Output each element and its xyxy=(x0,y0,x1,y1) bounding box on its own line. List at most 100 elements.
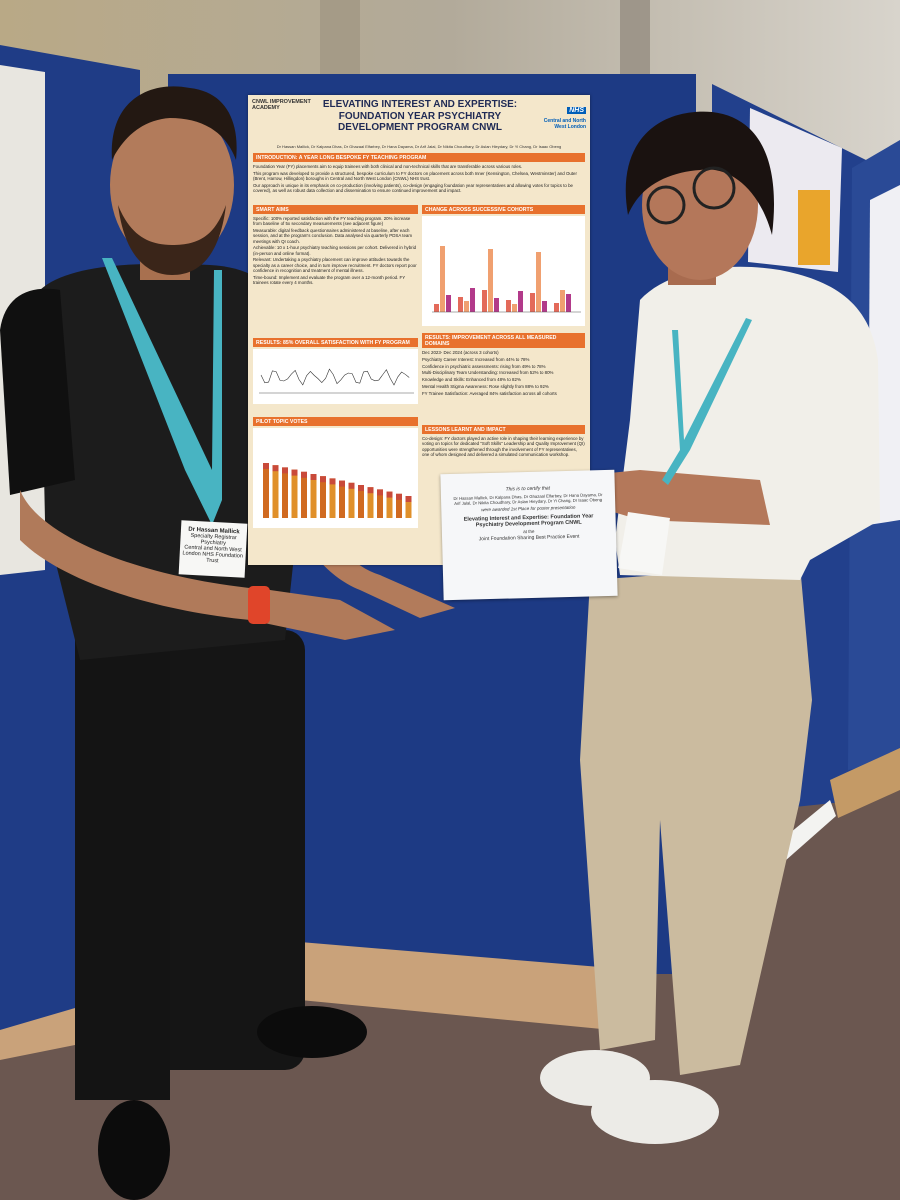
section-text: Co-design: FY doctors played an active r… xyxy=(422,436,585,457)
poster-section: RESULTS: IMPROVEMENT ACROSS ALL MEASURED… xyxy=(422,333,585,421)
chart-decoration xyxy=(329,478,336,518)
badge-woman xyxy=(618,512,670,575)
poster-section: LESSONS LEARNT AND IMPACT Co-design: FY d… xyxy=(422,425,585,533)
poster-section: CHANGE ACROSS SUCCESSIVE COHORTS xyxy=(422,205,585,330)
chart-decoration xyxy=(386,491,393,518)
chart-decoration xyxy=(282,467,288,518)
chart-decoration xyxy=(260,368,410,386)
section-heading: SMART AIMS xyxy=(253,205,418,214)
chart-decoration xyxy=(263,463,269,469)
chart-decoration xyxy=(470,288,475,312)
trouser-leg xyxy=(75,640,170,1100)
chart-decoration xyxy=(272,465,279,472)
chart-decoration xyxy=(405,496,412,518)
mini-chart xyxy=(253,428,418,528)
chart-decoration xyxy=(301,471,307,478)
section-text: Multi-Disciplinary Team Understanding: I… xyxy=(422,370,554,376)
section-text: Confidence in psychiatric assessments: r… xyxy=(422,363,546,369)
cardboard-box xyxy=(830,748,900,818)
section-text: Psychiatry Career Interest: Increased fr… xyxy=(422,356,530,362)
lanyard xyxy=(102,258,222,525)
chart-decoration xyxy=(377,489,383,496)
watch xyxy=(248,586,270,624)
chart-decoration xyxy=(506,300,511,312)
poster-tube xyxy=(0,942,612,1060)
hair xyxy=(111,86,237,160)
chart-decoration xyxy=(377,489,383,518)
chart-decoration xyxy=(440,246,445,312)
chart-decoration xyxy=(367,487,374,494)
section-text: Mental Health Stigma Awareness: Rose sli… xyxy=(422,383,549,389)
section-heading: CHANGE ACROSS SUCCESSIVE COHORTS xyxy=(422,205,585,214)
nhs-org: Central and North West London xyxy=(543,118,586,130)
section-text: Achievable: 10 x 1-hour psychiatry teach… xyxy=(253,245,417,256)
section-text: Time-bound: Implement and evaluate the p… xyxy=(253,274,406,286)
chart-decoration xyxy=(405,496,412,502)
section-heading: INTRODUCTION: A YEAR LONG BESPOKE FY TEA… xyxy=(253,153,585,162)
trousers xyxy=(580,565,812,1075)
poster-logo: CNWL IMPROVEMENT ACADEMY xyxy=(252,99,311,112)
poster-authors: Dr Hassan Mallick, Dr Kalpana Dhas, Dr G… xyxy=(276,144,562,149)
section-text: FY Trainee Satisfaction: Averaged 84% sa… xyxy=(422,390,557,396)
chart-decoration xyxy=(348,482,355,518)
section-heading: LESSONS LEARNT AND IMPACT xyxy=(422,425,585,434)
chart-decoration xyxy=(560,290,565,312)
chart-decoration xyxy=(482,290,487,312)
chart-decoration xyxy=(320,476,326,518)
chart-decoration xyxy=(310,474,317,480)
chart-decoration xyxy=(310,474,317,518)
section-text: Foundation Year (FY) placements aim to e… xyxy=(253,164,523,169)
shoe xyxy=(98,1100,170,1200)
section-heading: PILOT TOPIC VOTES xyxy=(253,417,418,426)
section-heading: RESULTS: IMPROVEMENT ACROSS ALL MEASURED… xyxy=(422,333,585,348)
chart-decoration xyxy=(339,480,345,518)
chart-decoration xyxy=(396,493,402,500)
section-text: Our approach is unique in its emphasis o… xyxy=(253,182,573,194)
shoe xyxy=(591,1080,719,1144)
chart-decoration xyxy=(512,304,517,312)
chart-decoration xyxy=(530,293,535,312)
chart-decoration xyxy=(536,252,541,312)
glasses xyxy=(646,185,686,225)
section-heading: RESULTS: 85% OVERALL SATISFACTION WITH F… xyxy=(253,338,418,347)
section-text: Knowledge and Skills: Enhanced from 48% … xyxy=(422,377,521,383)
section-text: This program was developed to provide a … xyxy=(253,170,577,182)
lanyard xyxy=(662,318,752,485)
sleeve xyxy=(0,288,75,495)
section-text: Specific: 100% reported satisfaction wit… xyxy=(253,216,411,227)
chart-decoration xyxy=(554,303,559,312)
chart-decoration xyxy=(339,480,345,487)
chart-decoration xyxy=(291,469,298,476)
chart-decoration xyxy=(263,463,269,518)
chart-decoration xyxy=(542,301,547,312)
chart-decoration xyxy=(386,491,393,498)
glasses xyxy=(692,166,736,210)
chart-decoration xyxy=(396,493,402,518)
poster-section: INTRODUCTION: A YEAR LONG BESPOKE FY TEA… xyxy=(253,153,585,203)
pillar xyxy=(320,0,360,80)
chart-decoration xyxy=(458,297,463,312)
section-text: Dec 2023- Dec 2024 (across 3 cohorts) xyxy=(422,350,499,355)
badge-org: Central and North West London NHS Founda… xyxy=(182,544,244,565)
poster-title: ELEVATING INTEREST AND EXPERTISE: FOUNDA… xyxy=(322,99,518,133)
chart-decoration xyxy=(518,291,523,312)
section-text: Relevant: Undertaking a psychiatry place… xyxy=(253,257,417,274)
chart-decoration xyxy=(434,304,439,312)
chart-decoration xyxy=(291,469,298,518)
chart-decoration xyxy=(272,465,279,518)
head xyxy=(110,105,234,265)
arm xyxy=(590,470,770,525)
beard xyxy=(118,205,226,275)
chart-decoration xyxy=(566,294,571,312)
chart-decoration xyxy=(348,482,355,489)
poster-section: RESULTS: 85% OVERALL SATISFACTION WITH F… xyxy=(253,338,418,413)
side-poster-table xyxy=(798,190,830,265)
mini-chart xyxy=(253,349,418,404)
chart-decoration xyxy=(282,467,288,474)
chart-decoration xyxy=(358,485,364,518)
chart-decoration xyxy=(464,301,469,312)
chart-decoration xyxy=(446,295,451,312)
chart-decoration xyxy=(494,298,499,312)
section-text: Measurable: digital feedback questionnai… xyxy=(253,228,412,244)
